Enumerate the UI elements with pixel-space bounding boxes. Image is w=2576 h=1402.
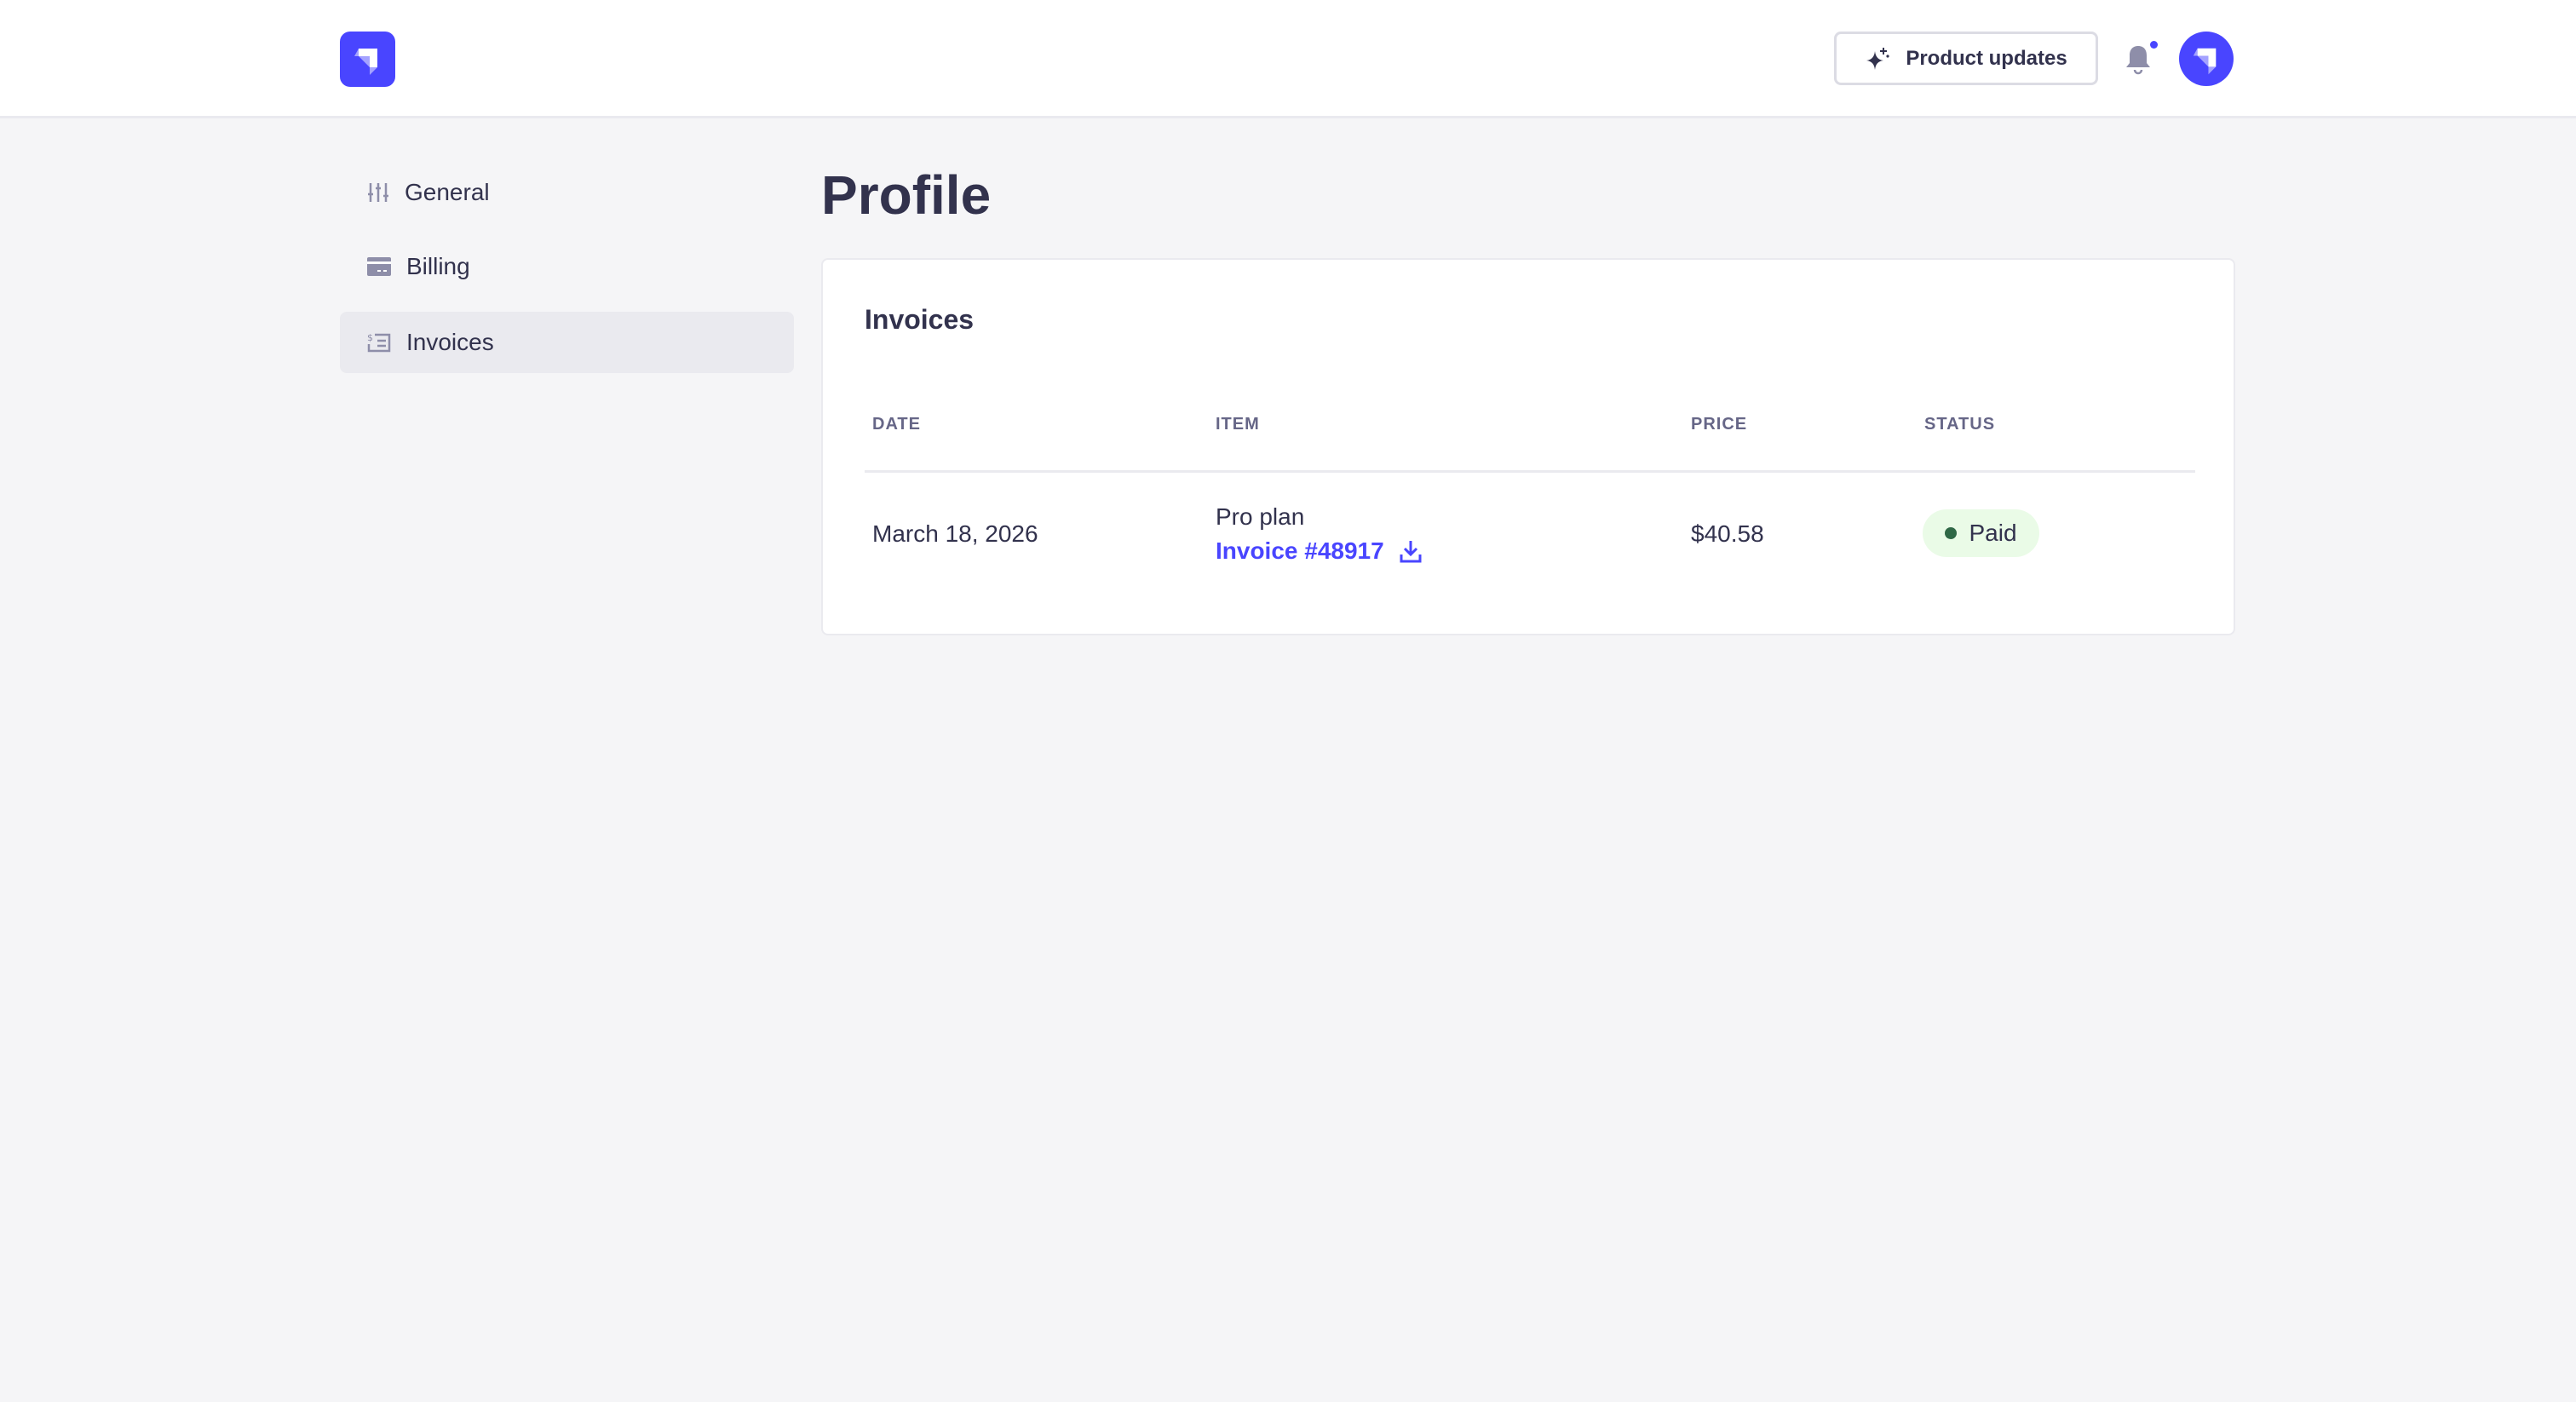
column-header-status: STATUS (1924, 415, 1996, 434)
sidebar-item-label: Billing (406, 253, 470, 279)
product-updates-label: Product updates (1906, 46, 2067, 70)
sidebar-item-general[interactable]: General (340, 162, 794, 223)
invoice-download-link[interactable]: Invoice #48917 (1216, 537, 1422, 565)
invoice-price: $40.58 (1691, 520, 1764, 547)
invoice-item: Pro plan (1216, 503, 1305, 530)
column-header-item: ITEM (1216, 415, 1260, 434)
sliders-icon (368, 183, 388, 202)
invoices-heading: Invoices (865, 304, 975, 335)
status-dot-icon (1945, 527, 1958, 539)
sidebar-item-billing[interactable]: Billing (340, 236, 794, 297)
status-badge: Paid (1923, 509, 2039, 557)
svg-text:$: $ (367, 332, 373, 343)
product-updates-button[interactable]: Product updates (1834, 32, 2098, 85)
top-bar: Product updates (0, 0, 2576, 118)
invoice-icon: $ (367, 332, 391, 353)
avatar[interactable] (2179, 32, 2234, 86)
sparkle-icon (1866, 47, 1889, 70)
download-icon (1400, 541, 1422, 563)
app-logo[interactable] (340, 32, 395, 87)
table-divider (865, 470, 2195, 473)
invoices-card: Invoices DATE ITEM PRICE STATUS March 18… (821, 258, 2235, 635)
page-title: Profile (821, 164, 992, 226)
sidebar-item-label: Invoices (406, 329, 494, 355)
credit-card-icon (367, 257, 391, 276)
notification-dot (2150, 41, 2158, 49)
column-header-price: PRICE (1691, 415, 1748, 434)
sidebar-item-invoices[interactable]: $ Invoices (340, 312, 794, 373)
status-label: Paid (1969, 520, 2017, 546)
invoice-link-label: Invoice #48917 (1216, 537, 1384, 564)
sidebar-item-label: General (405, 179, 490, 205)
column-header-date: DATE (872, 415, 921, 434)
bell-icon[interactable] (2125, 44, 2152, 75)
invoice-date: March 18, 2026 (872, 520, 1038, 547)
